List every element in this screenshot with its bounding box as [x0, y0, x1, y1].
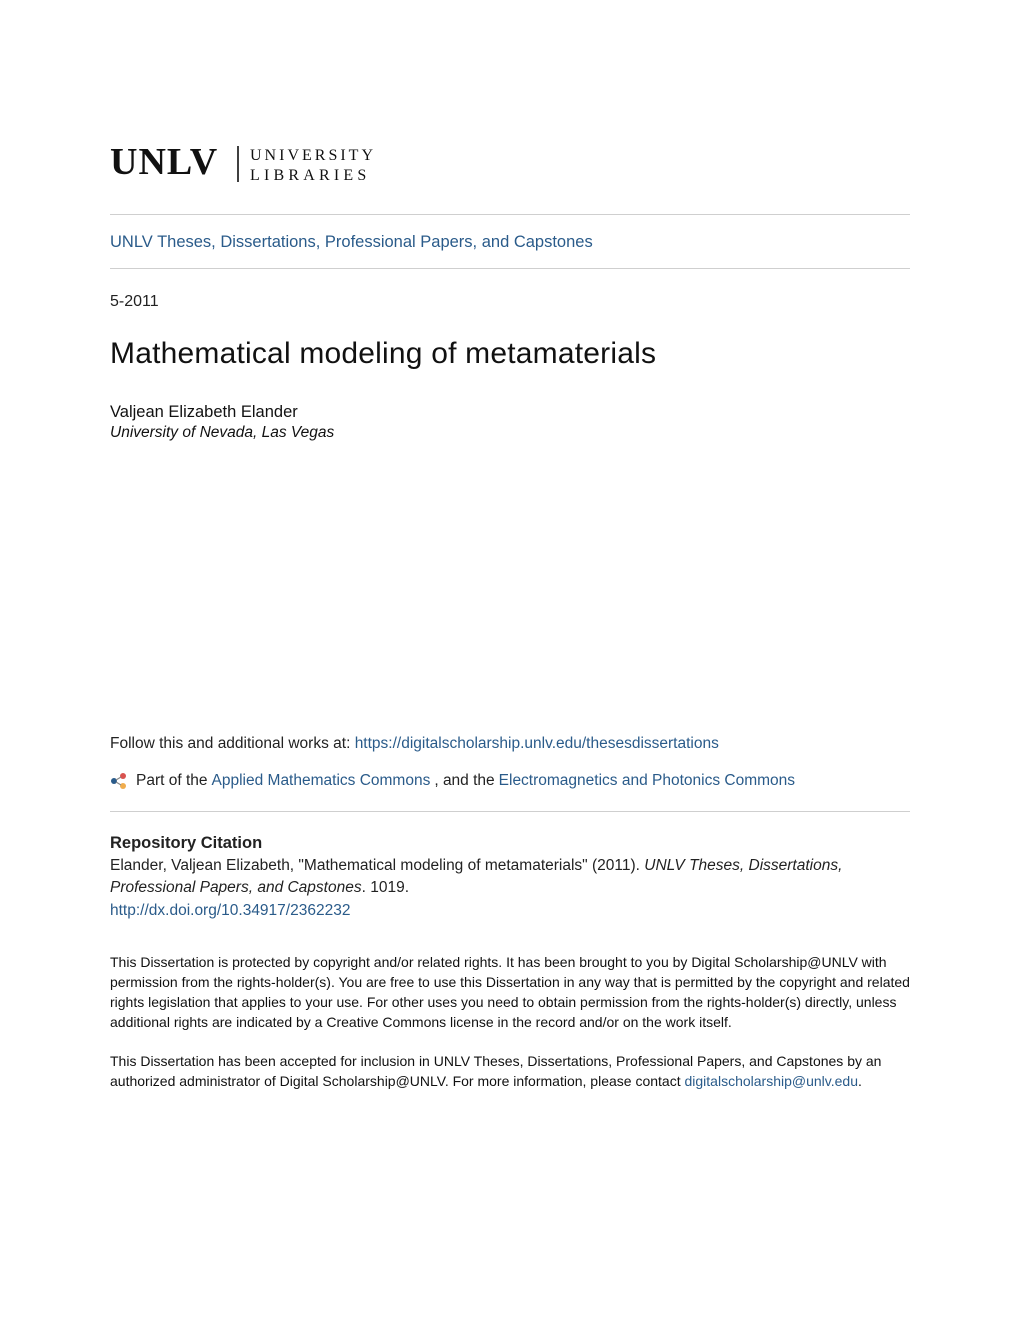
author-name: Valjean Elizabeth Elander [110, 403, 910, 422]
follow-url-link[interactable]: https://digitalscholarship.unlv.edu/thes… [355, 735, 719, 752]
follow-prefix: Follow this and additional works at: [110, 735, 350, 752]
doi-line: http://dx.doi.org/10.34917/2362232 [110, 902, 910, 920]
partof-prefix: Part of the [136, 769, 208, 792]
unlv-libraries-logo: UNLV UNIVERSITY LIBRARIES [110, 140, 910, 188]
network-icon [110, 772, 128, 790]
publication-date: 5-2011 [110, 293, 910, 311]
breadcrumb-link[interactable]: UNLV Theses, Dissertations, Professional… [110, 233, 593, 251]
copyright-disclaimer: This Dissertation is protected by copyri… [110, 952, 910, 1033]
inclusion-disclaimer: This Dissertation has been accepted for … [110, 1051, 910, 1092]
disclaimer2-suffix: . [858, 1073, 862, 1089]
contact-email-link[interactable]: digitalscholarship@unlv.edu [684, 1073, 858, 1089]
divider-under-breadcrumb [110, 268, 910, 269]
svg-text:UNLV: UNLV [110, 141, 218, 183]
divider-before-citation [110, 811, 910, 812]
page-container: UNLV UNIVERSITY LIBRARIES UNLV Theses, D… [0, 0, 1020, 1151]
author-affiliation: University of Nevada, Las Vegas [110, 424, 910, 442]
svg-text:UNIVERSITY: UNIVERSITY [250, 147, 376, 164]
commons-link-electromagnetics[interactable]: Electromagnetics and Photonics Commons [499, 769, 795, 792]
doi-link[interactable]: http://dx.doi.org/10.34917/2362232 [110, 902, 350, 919]
divider-top [110, 214, 910, 215]
repository-citation-heading: Repository Citation [110, 834, 910, 853]
follow-line: Follow this and additional works at: htt… [110, 732, 910, 755]
page-title: Mathematical modeling of metamaterials [110, 337, 910, 371]
svg-text:LIBRARIES: LIBRARIES [250, 167, 370, 184]
spacer [110, 442, 910, 732]
breadcrumb: UNLV Theses, Dissertations, Professional… [110, 231, 910, 254]
citation-suffix: . 1019. [362, 879, 409, 896]
citation-prefix: Elander, Valjean Elizabeth, "Mathematica… [110, 857, 644, 874]
repository-citation: Elander, Valjean Elizabeth, "Mathematica… [110, 855, 910, 900]
commons-link-applied-math[interactable]: Applied Mathematics Commons [212, 769, 431, 792]
partof-mid: , and the [434, 769, 494, 792]
part-of-line: Part of the Applied Mathematics Commons,… [110, 769, 910, 792]
